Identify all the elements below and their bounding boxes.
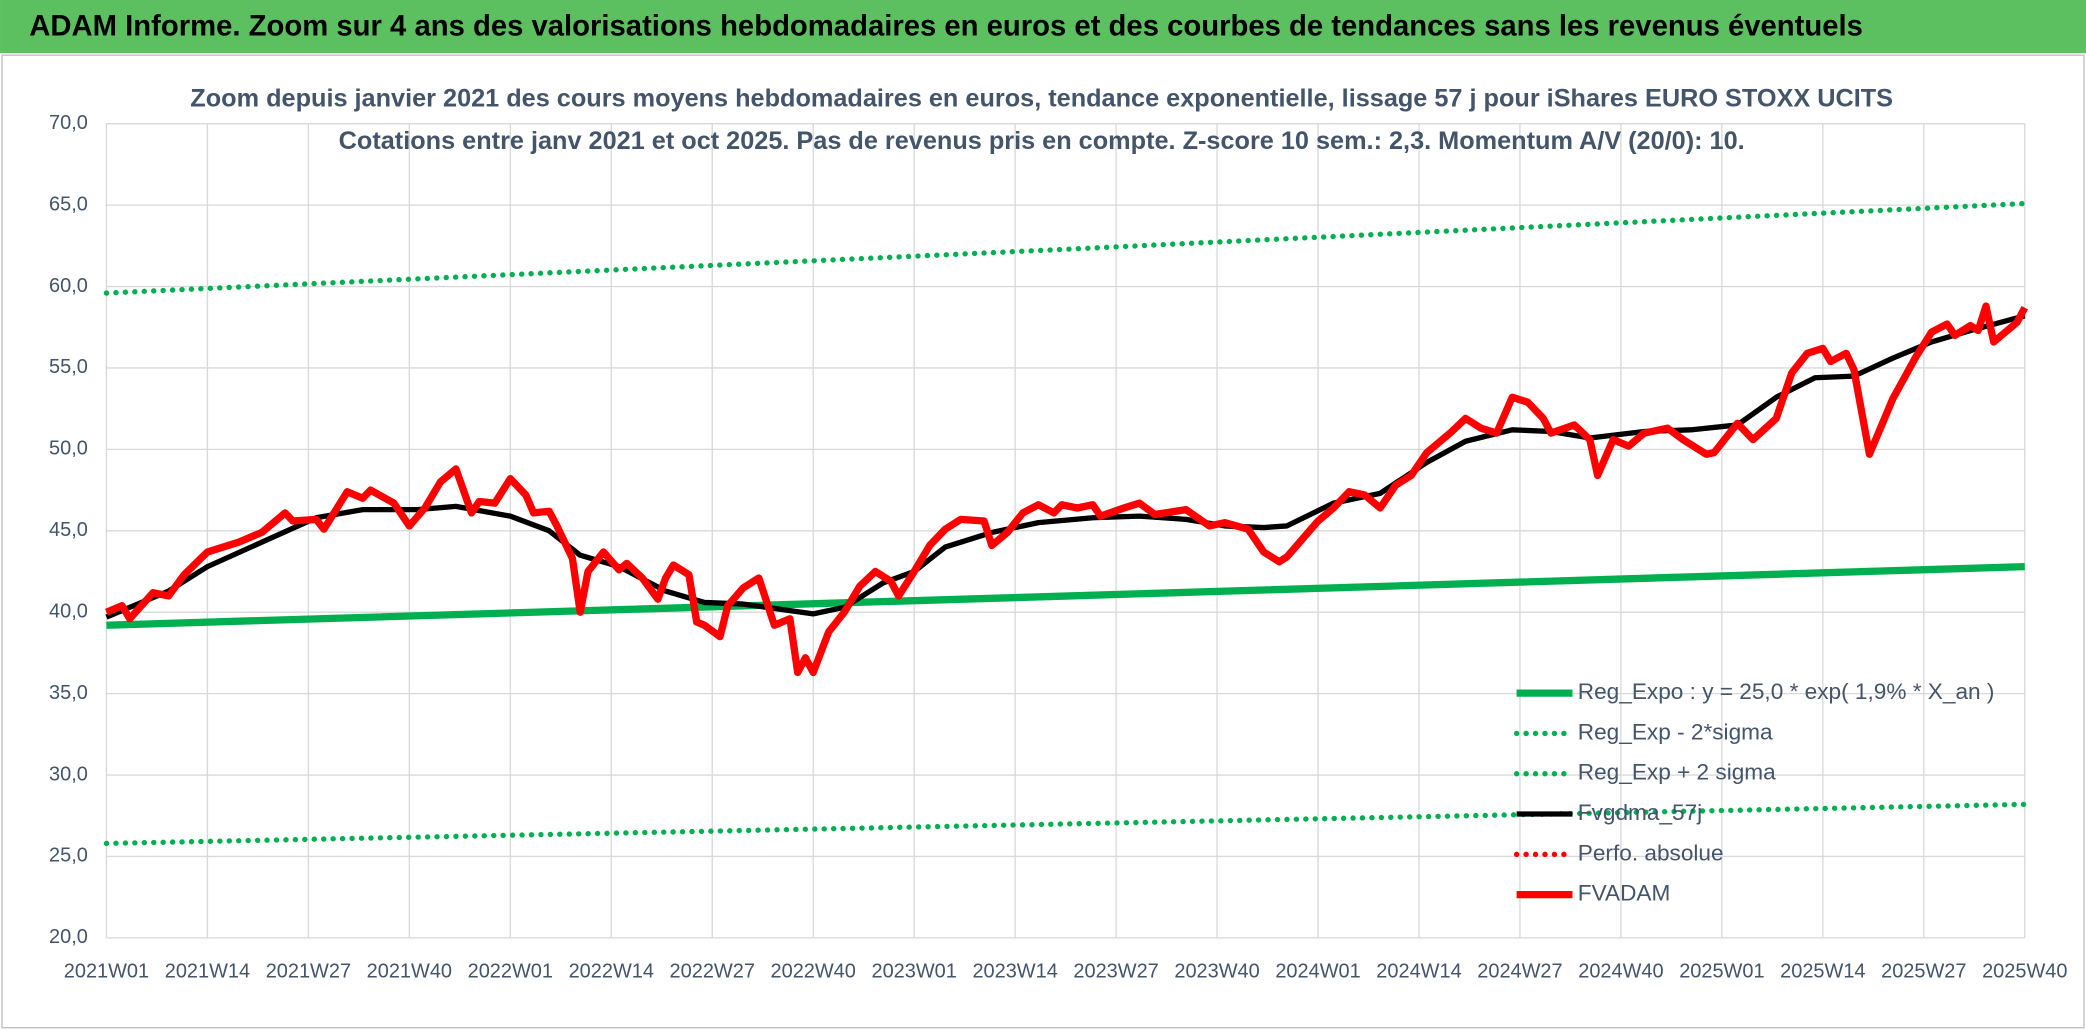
series-line (105, 313, 2026, 620)
plot-area: 20,0 25,0 30,0 35,0 40,0 45,0 50,0 55,0 60,0 65,0… (49, 112, 2067, 983)
y-tick-label: 25,0 (49, 845, 88, 867)
series-line (105, 302, 2029, 677)
x-tick-label: 2021W27 (266, 961, 351, 983)
x-tick-label: 2025W27 (1881, 961, 1966, 983)
x-tick-label: 2024W27 (1477, 961, 1562, 983)
x-tick-label: 2022W14 (569, 961, 654, 983)
series-line (103, 801, 2028, 847)
y-tick-label: 30,0 (49, 763, 88, 785)
x-tick-label: 2024W40 (1578, 961, 1663, 983)
legend-label: Reg_Exp + 2 sigma (1578, 760, 1776, 785)
x-tick-label: 2021W40 (367, 961, 452, 983)
legend-label: Fvgdma_57j (1578, 800, 1702, 825)
chart-border (1, 54, 2085, 1029)
x-tick-label: 2023W01 (871, 961, 956, 983)
y-tick-label: 70,0 (49, 112, 88, 134)
series-line (103, 200, 2028, 296)
legend-label: Reg_Exp - 2*sigma (1578, 719, 1773, 744)
y-tick-label: 65,0 (49, 193, 88, 215)
series-line (106, 562, 2025, 629)
y-tick-label: 35,0 (49, 682, 88, 704)
y-tick-label: 55,0 (49, 356, 88, 378)
legend-label: Reg_Expo : y = 25,0 * exp( 1,9% * X_an ) (1578, 679, 1995, 704)
x-tick-label: 2025W01 (1679, 961, 1764, 983)
x-tick-label: 2022W27 (670, 961, 755, 983)
x-tick-label: 2021W01 (64, 961, 149, 983)
y-tick-label: 50,0 (49, 438, 88, 460)
legend-label: Perfo. absolue (1578, 840, 1724, 865)
chart-title: Zoom depuis janvier 2021 des cours moyen… (190, 84, 1893, 112)
y-tick-label: 20,0 (49, 926, 88, 948)
x-tick-label: 2021W14 (165, 961, 250, 983)
x-tick-label: 2023W27 (1073, 961, 1158, 983)
header-band (0, 0, 2086, 54)
legend-label: FVADAM (1578, 881, 1671, 906)
header-title: ADAM Informe. Zoom sur 4 ans des valoris… (29, 11, 1863, 43)
x-tick-label: 2022W40 (771, 961, 856, 983)
x-tick-label: 2023W40 (1174, 961, 1259, 983)
x-tick-label: 2023W14 (972, 961, 1057, 983)
x-tick-label: 2025W14 (1780, 961, 1865, 983)
x-tick-label: 2022W01 (468, 961, 553, 983)
y-tick-label: 60,0 (49, 275, 88, 297)
y-tick-label: 45,0 (49, 519, 88, 541)
y-tick-label: 40,0 (49, 600, 88, 622)
x-tick-label: 2024W14 (1376, 961, 1461, 983)
chart-subtitle: Cotations entre janv 2021 et oct 2025. P… (339, 127, 1745, 155)
x-tick-label: 2025W40 (1982, 961, 2067, 983)
x-tick-label: 2024W01 (1275, 961, 1360, 983)
